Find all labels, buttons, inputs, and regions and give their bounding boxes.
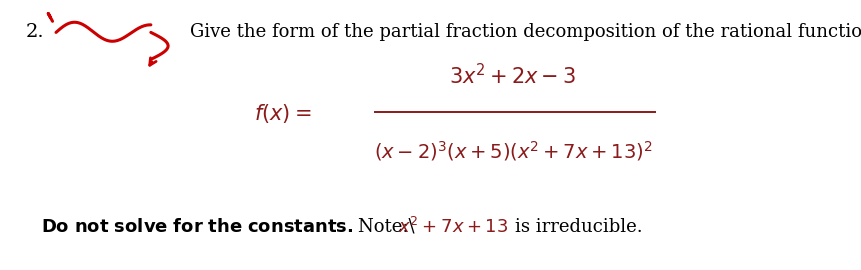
Text: is irreducible.: is irreducible. [515, 218, 642, 236]
Text: $\bf{Do\ not\ solve\ for\ the\ constants.}$: $\bf{Do\ not\ solve\ for\ the\ constants… [41, 218, 354, 236]
Text: Note:\: Note:\ [357, 218, 419, 236]
Text: $3x^2 + 2x - 3$: $3x^2 + 2x - 3$ [449, 63, 576, 88]
Text: Give the form of the partial fraction decomposition of the rational function: Give the form of the partial fraction de… [189, 23, 861, 41]
Text: $f(x) =$: $f(x) =$ [254, 102, 312, 125]
Text: 2.: 2. [26, 23, 45, 41]
Text: $(x-2)^3(x+5)(x^2+7x+13)^2$: $(x-2)^3(x+5)(x^2+7x+13)^2$ [373, 139, 652, 163]
Text: $x^2 + 7x + 13$: $x^2 + 7x + 13$ [398, 217, 508, 237]
